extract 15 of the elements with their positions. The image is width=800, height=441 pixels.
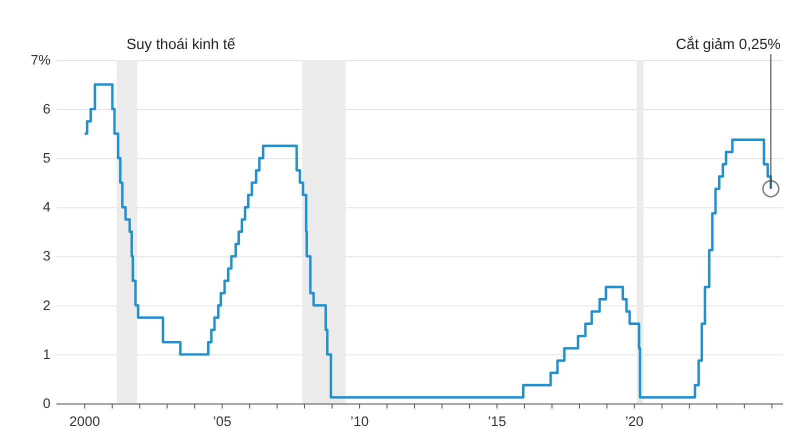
band-label: Suy thoái kinh tế — [126, 37, 236, 54]
y-tick-label: 7% — [30, 52, 51, 68]
x-tick-label: ’15 — [488, 414, 507, 430]
y-tick-label: 6 — [42, 101, 51, 116]
y-tick-label: 4 — [42, 200, 51, 215]
x-tick-label: ’10 — [350, 414, 370, 430]
annotation: Cắt giảm 0,25% — [676, 36, 781, 54]
y-tick-label: 5 — [42, 150, 51, 166]
x-tick-label: 2000 — [69, 414, 100, 430]
x-tick-label: ’05 — [213, 414, 232, 430]
y-tick-label: 2 — [42, 298, 51, 313]
x-tick-label: ’20 — [625, 414, 644, 430]
y-tick-label: 3 — [42, 248, 51, 264]
y-tick-label: 0 — [42, 396, 51, 411]
y-tick-label: 1 — [42, 346, 51, 362]
